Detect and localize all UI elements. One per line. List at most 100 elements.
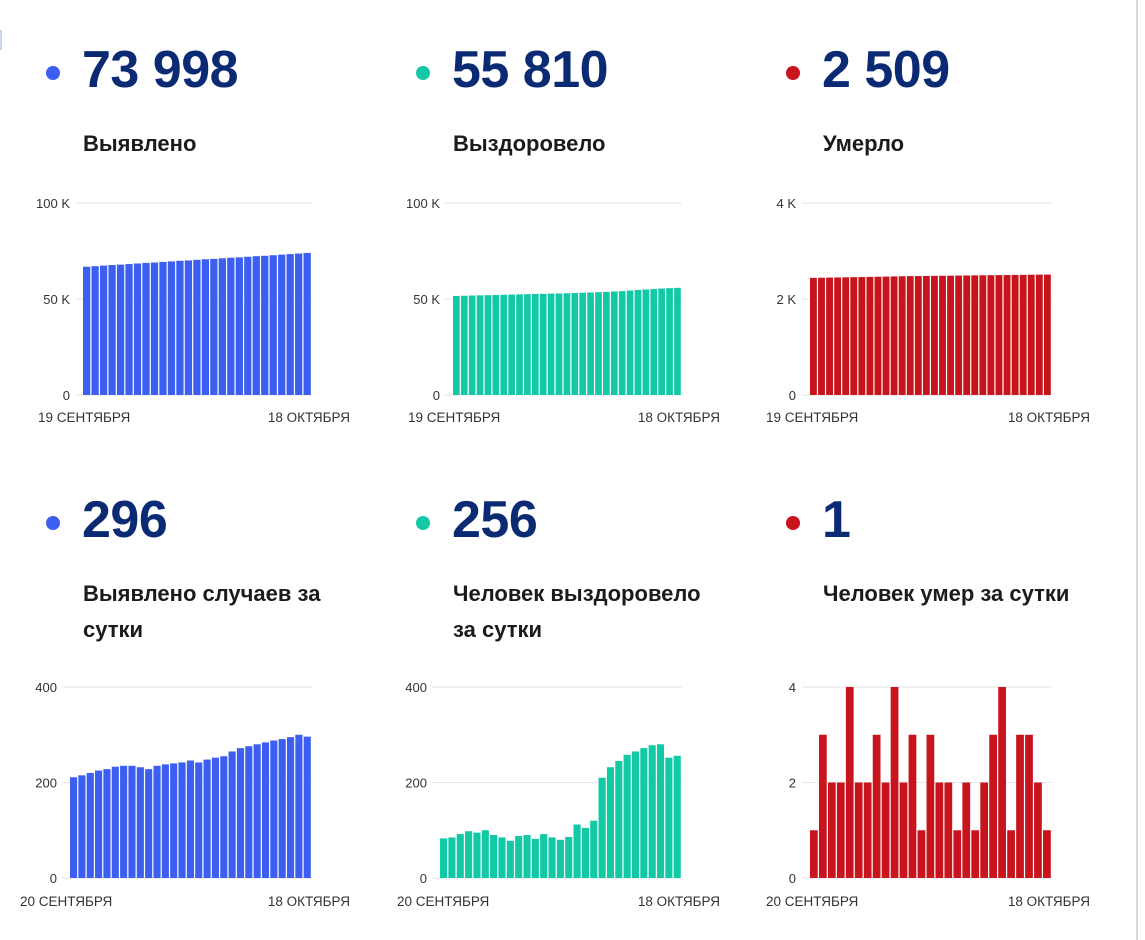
bar [673, 755, 681, 878]
bar [989, 734, 998, 878]
bar [153, 765, 161, 878]
deaths-daily-card: 1 Человек умер за сутки 0 2 4 20 СЕНТЯБРЯ 18… [740, 450, 1100, 909]
bar [228, 751, 236, 878]
bar [286, 737, 295, 878]
bar [810, 830, 818, 878]
bar [539, 293, 547, 395]
bar [220, 756, 228, 878]
bar [1043, 830, 1051, 878]
bar [210, 258, 218, 395]
bar [1043, 274, 1051, 395]
bar [922, 275, 930, 395]
bar [955, 275, 963, 395]
y-tick-label: 100 K [406, 196, 440, 211]
bar [926, 734, 935, 878]
bar [244, 256, 252, 395]
bar [836, 782, 845, 878]
bar [548, 837, 556, 878]
recovered-daily-number: 256 [452, 491, 538, 549]
deaths-total-card: 2 509 Умерло 0 2 K 4 K 19 СЕНТЯБРЯ 18 ОКТЯБР… [740, 0, 1100, 450]
deaths-total-label: Умерло [823, 131, 905, 156]
bar [882, 276, 890, 395]
x-axis-end-label: 18 ОКТЯБРЯ [638, 410, 720, 425]
bar [253, 744, 261, 878]
bar [448, 837, 456, 878]
bar [170, 763, 178, 878]
bar [944, 782, 953, 878]
deaths-total-chart: 0 2 K 4 K 19 СЕНТЯБРЯ 18 ОКТЯБРЯ [766, 196, 1090, 425]
bar [579, 292, 587, 395]
bar [235, 257, 243, 395]
bar [573, 824, 581, 878]
y-tick-label: 0 [63, 388, 70, 403]
deaths-daily-label: Человек умер за сутки [823, 581, 1070, 606]
bar [506, 840, 514, 878]
bar [303, 252, 311, 395]
y-tick-label: 2 [789, 776, 796, 791]
bar [440, 838, 448, 878]
bar [125, 264, 133, 395]
detected-total-chart: 0 50 K 100 K 19 СЕНТЯБРЯ 18 ОКТЯБРЯ [36, 196, 350, 425]
bar [178, 762, 186, 878]
y-tick-label: 2 K [776, 292, 796, 307]
detected-daily-color-dot [46, 516, 60, 530]
bar [136, 767, 144, 878]
bar [498, 837, 506, 878]
y-tick-label: 0 [789, 388, 796, 403]
bar [476, 295, 484, 395]
bar [995, 275, 1003, 395]
bar [890, 687, 899, 878]
detected-total-number: 73 998 [82, 41, 239, 99]
bar [571, 293, 579, 395]
y-tick-label: 100 K [36, 196, 70, 211]
bar [1025, 734, 1033, 878]
bar [468, 295, 476, 395]
recovered-color-dot [416, 66, 430, 80]
bar [618, 291, 626, 395]
bar [863, 782, 872, 878]
bar [111, 766, 119, 878]
bar [962, 782, 971, 878]
bar [555, 293, 563, 395]
bar [866, 276, 874, 395]
bar [161, 764, 169, 878]
y-tick-label: 50 K [413, 292, 440, 307]
bar [516, 294, 523, 395]
bar [931, 275, 938, 395]
detected-total-label: Выявлено [83, 131, 197, 156]
bar [631, 751, 640, 878]
bar [810, 277, 817, 395]
bar [186, 760, 194, 878]
bar [640, 748, 648, 878]
bar [167, 261, 176, 395]
bar [906, 276, 914, 395]
bar [1027, 274, 1035, 395]
bar [524, 294, 531, 395]
bar [269, 255, 277, 395]
recovered-total-number: 55 810 [452, 41, 609, 99]
bar [278, 254, 286, 395]
bar [565, 836, 573, 878]
bar [145, 769, 153, 878]
bar [979, 275, 987, 395]
bar [939, 275, 946, 395]
bar [142, 262, 150, 395]
y-tick-label: 0 [50, 871, 57, 886]
bar [606, 767, 615, 878]
y-tick-label: 4 [789, 680, 796, 695]
bar [456, 834, 464, 878]
bar [70, 777, 78, 878]
bar [854, 782, 863, 878]
bar [150, 262, 159, 395]
x-axis-start-label: 19 СЕНТЯБРЯ [766, 410, 858, 425]
y-tick-label: 200 [405, 776, 427, 791]
bar [914, 276, 922, 395]
bar [465, 831, 473, 878]
y-tick-label: 0 [420, 871, 427, 886]
bar [103, 769, 111, 878]
bar [473, 832, 481, 878]
bar [1003, 275, 1011, 395]
bar [116, 264, 125, 395]
bar [581, 827, 589, 878]
bar [626, 290, 634, 395]
